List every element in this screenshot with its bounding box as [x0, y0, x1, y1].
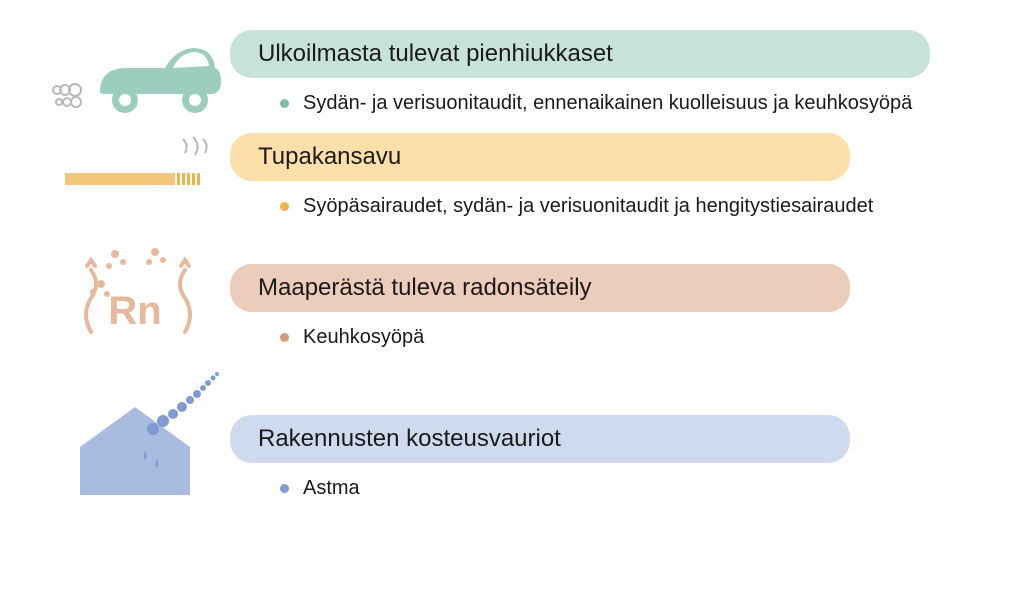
row-particulates: Ulkoilmasta tulevat pienhiukkaset Sydän-… — [40, 30, 984, 121]
infographic-root: Ulkoilmasta tulevat pienhiukkaset Sydän-… — [0, 0, 1024, 597]
bullet-dot-icon — [280, 202, 289, 211]
house-moisture-icon — [45, 367, 225, 497]
icon-cell — [40, 133, 230, 203]
cigarette-icon — [45, 133, 225, 203]
row-tobacco: Tupakansavu Syöpäsairaudet, sydän- ja ve… — [40, 133, 984, 224]
pill-title: Rakennusten kosteusvauriot — [230, 415, 850, 463]
content: Rakennusten kosteusvauriot Astma — [230, 367, 984, 506]
pill-title: Maaperästä tuleva radonsäteily — [230, 264, 850, 312]
bullet-item: Keuhkosyöpä — [280, 326, 984, 349]
title-text: Ulkoilmasta tulevat pienhiukkaset — [258, 40, 613, 67]
bullet-list: Syöpäsairaudet, sydän- ja verisuonitaudi… — [280, 195, 984, 218]
title-text: Rakennusten kosteusvauriot — [258, 425, 561, 452]
bullet-item: Astma — [280, 477, 984, 500]
content: Maaperästä tuleva radonsäteily Keuhkosyö… — [230, 236, 984, 355]
content: Tupakansavu Syöpäsairaudet, sydän- ja ve… — [230, 133, 984, 224]
icon-cell — [40, 367, 230, 497]
icon-cell: Rn — [40, 236, 230, 346]
bullet-text: Syöpäsairaudet, sydän- ja verisuonitaudi… — [303, 195, 873, 218]
bullet-text: Sydän- ja verisuonitaudit, ennenaikainen… — [303, 92, 912, 115]
bullet-list: Keuhkosyöpä — [280, 326, 984, 349]
title-text: Tupakansavu — [258, 143, 401, 170]
bullet-dot-icon — [280, 484, 289, 493]
pill-title: Tupakansavu — [230, 133, 850, 181]
bullet-item: Syöpäsairaudet, sydän- ja verisuonitaudi… — [280, 195, 984, 218]
radon-icon: Rn — [45, 236, 225, 346]
title-text: Maaperästä tuleva radonsäteily — [258, 274, 592, 301]
content: Ulkoilmasta tulevat pienhiukkaset Sydän-… — [230, 30, 984, 121]
row-radon: Rn Maaperästä tuleva radonsäteily Keuhko… — [40, 236, 984, 355]
row-moisture: Rakennusten kosteusvauriot Astma — [40, 367, 984, 506]
car-icon — [45, 30, 225, 120]
pill-title: Ulkoilmasta tulevat pienhiukkaset — [230, 30, 930, 78]
bullet-text: Keuhkosyöpä — [303, 326, 424, 349]
bullet-item: Sydän- ja verisuonitaudit, ennenaikainen… — [280, 92, 984, 115]
bullet-text: Astma — [303, 477, 360, 500]
radon-symbol: Rn — [108, 289, 161, 333]
bullet-list: Sydän- ja verisuonitaudit, ennenaikainen… — [280, 92, 984, 115]
icon-cell — [40, 30, 230, 120]
bullet-list: Astma — [280, 477, 984, 500]
bullet-dot-icon — [280, 99, 289, 108]
bullet-dot-icon — [280, 333, 289, 342]
